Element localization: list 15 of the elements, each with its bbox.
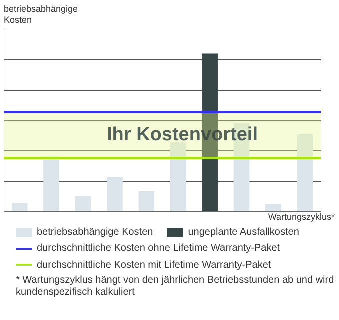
bar (138, 191, 155, 212)
bar (266, 204, 282, 212)
bar (107, 177, 123, 212)
text: * Wartungszyklus hängt von den jährlichen Betriebsstunden ab und wird kundenspezifisch kalkuliert (16, 274, 335, 298)
legend-label: durchschnittliche Kosten ohne Lifetime Warranty-Paket (37, 242, 280, 256)
bar (75, 196, 92, 212)
legend-label: ungeplante Ausfallkosten (188, 226, 300, 240)
legend-label: betriebsabhängige Kosten (37, 226, 154, 240)
bar (44, 160, 60, 212)
x-axis-title: Wartungszyklus* (267, 212, 335, 223)
y-axis-title: betriebsabhängige Kosten (4, 4, 80, 26)
bar (297, 134, 314, 212)
bar (12, 203, 28, 212)
legend-label: durchschnittliche Kosten mit Lifetime Warranty-Paket (37, 258, 272, 272)
bar (170, 142, 186, 212)
